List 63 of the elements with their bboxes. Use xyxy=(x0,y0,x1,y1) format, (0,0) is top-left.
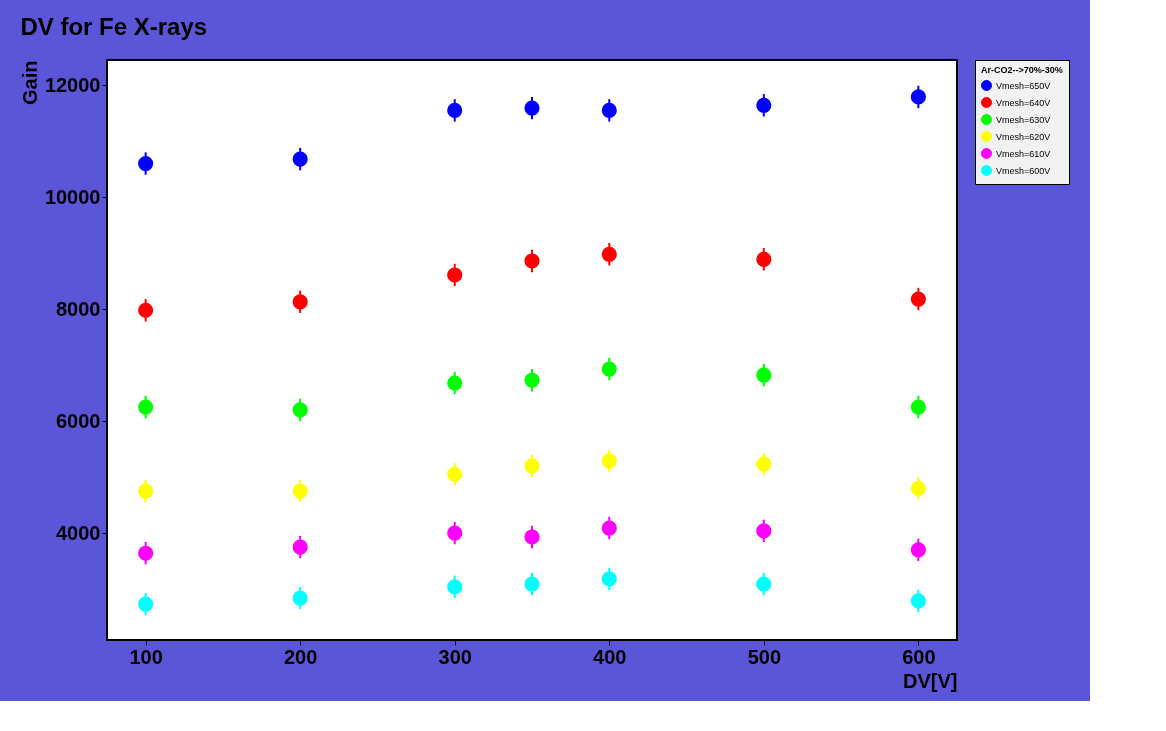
point xyxy=(910,291,926,307)
y-tick-label: 4000 xyxy=(56,521,101,544)
point xyxy=(601,520,617,536)
point xyxy=(524,372,540,388)
y-tick-label: 8000 xyxy=(56,297,101,320)
y-tick-label: 12000 xyxy=(44,73,101,96)
point xyxy=(524,100,540,116)
point xyxy=(524,576,540,592)
point xyxy=(910,480,926,496)
point xyxy=(292,483,308,499)
y-axis-title: Gain xyxy=(18,60,41,105)
point xyxy=(601,571,617,587)
point xyxy=(910,542,926,558)
point xyxy=(601,102,617,118)
legend-title: Ar-CO2-->70%-30% xyxy=(981,65,1063,75)
point xyxy=(447,466,463,482)
point xyxy=(910,89,926,105)
point xyxy=(447,579,463,595)
point xyxy=(447,375,463,391)
legend-label: Vmesh=620V xyxy=(996,131,1051,142)
point xyxy=(292,294,308,310)
point xyxy=(292,151,308,167)
legend-label: Vmesh=630V xyxy=(996,114,1051,125)
point xyxy=(524,458,540,474)
point xyxy=(601,453,617,469)
point xyxy=(138,596,154,612)
x-tick-label: 200 xyxy=(283,645,318,668)
x-tick-label: 600 xyxy=(902,645,936,668)
y-tick-label: 10000 xyxy=(44,185,101,208)
legend-label: Vmesh=610V xyxy=(996,148,1051,159)
point xyxy=(138,399,154,415)
point xyxy=(756,523,772,539)
point xyxy=(524,529,540,545)
point xyxy=(756,367,772,383)
y-tick-label: 6000 xyxy=(56,409,101,432)
legend-label: Vmesh=650V xyxy=(996,80,1051,91)
x-tick-label: 100 xyxy=(129,645,163,668)
point xyxy=(910,399,926,415)
point xyxy=(138,545,154,561)
point xyxy=(292,402,308,418)
point xyxy=(138,483,154,499)
point xyxy=(447,525,463,541)
legend-label: Vmesh=640V xyxy=(996,97,1051,108)
x-tick-label: 500 xyxy=(747,645,782,668)
point xyxy=(756,251,772,267)
point xyxy=(138,302,154,318)
point xyxy=(447,267,463,283)
point xyxy=(601,246,617,262)
point xyxy=(756,97,772,113)
point xyxy=(447,102,463,118)
point xyxy=(292,590,308,606)
x-axis-title: DV[V] xyxy=(903,669,958,692)
point xyxy=(524,253,540,269)
chart-title: DV for Fe X-rays xyxy=(20,12,208,40)
point xyxy=(292,539,308,555)
point xyxy=(601,361,617,377)
x-tick-label: 400 xyxy=(593,645,627,668)
point xyxy=(756,456,772,472)
legend-label: Vmesh=600V xyxy=(996,165,1051,176)
point xyxy=(756,576,772,592)
point xyxy=(138,156,154,172)
point xyxy=(910,593,926,609)
x-tick-label: 300 xyxy=(438,645,472,668)
